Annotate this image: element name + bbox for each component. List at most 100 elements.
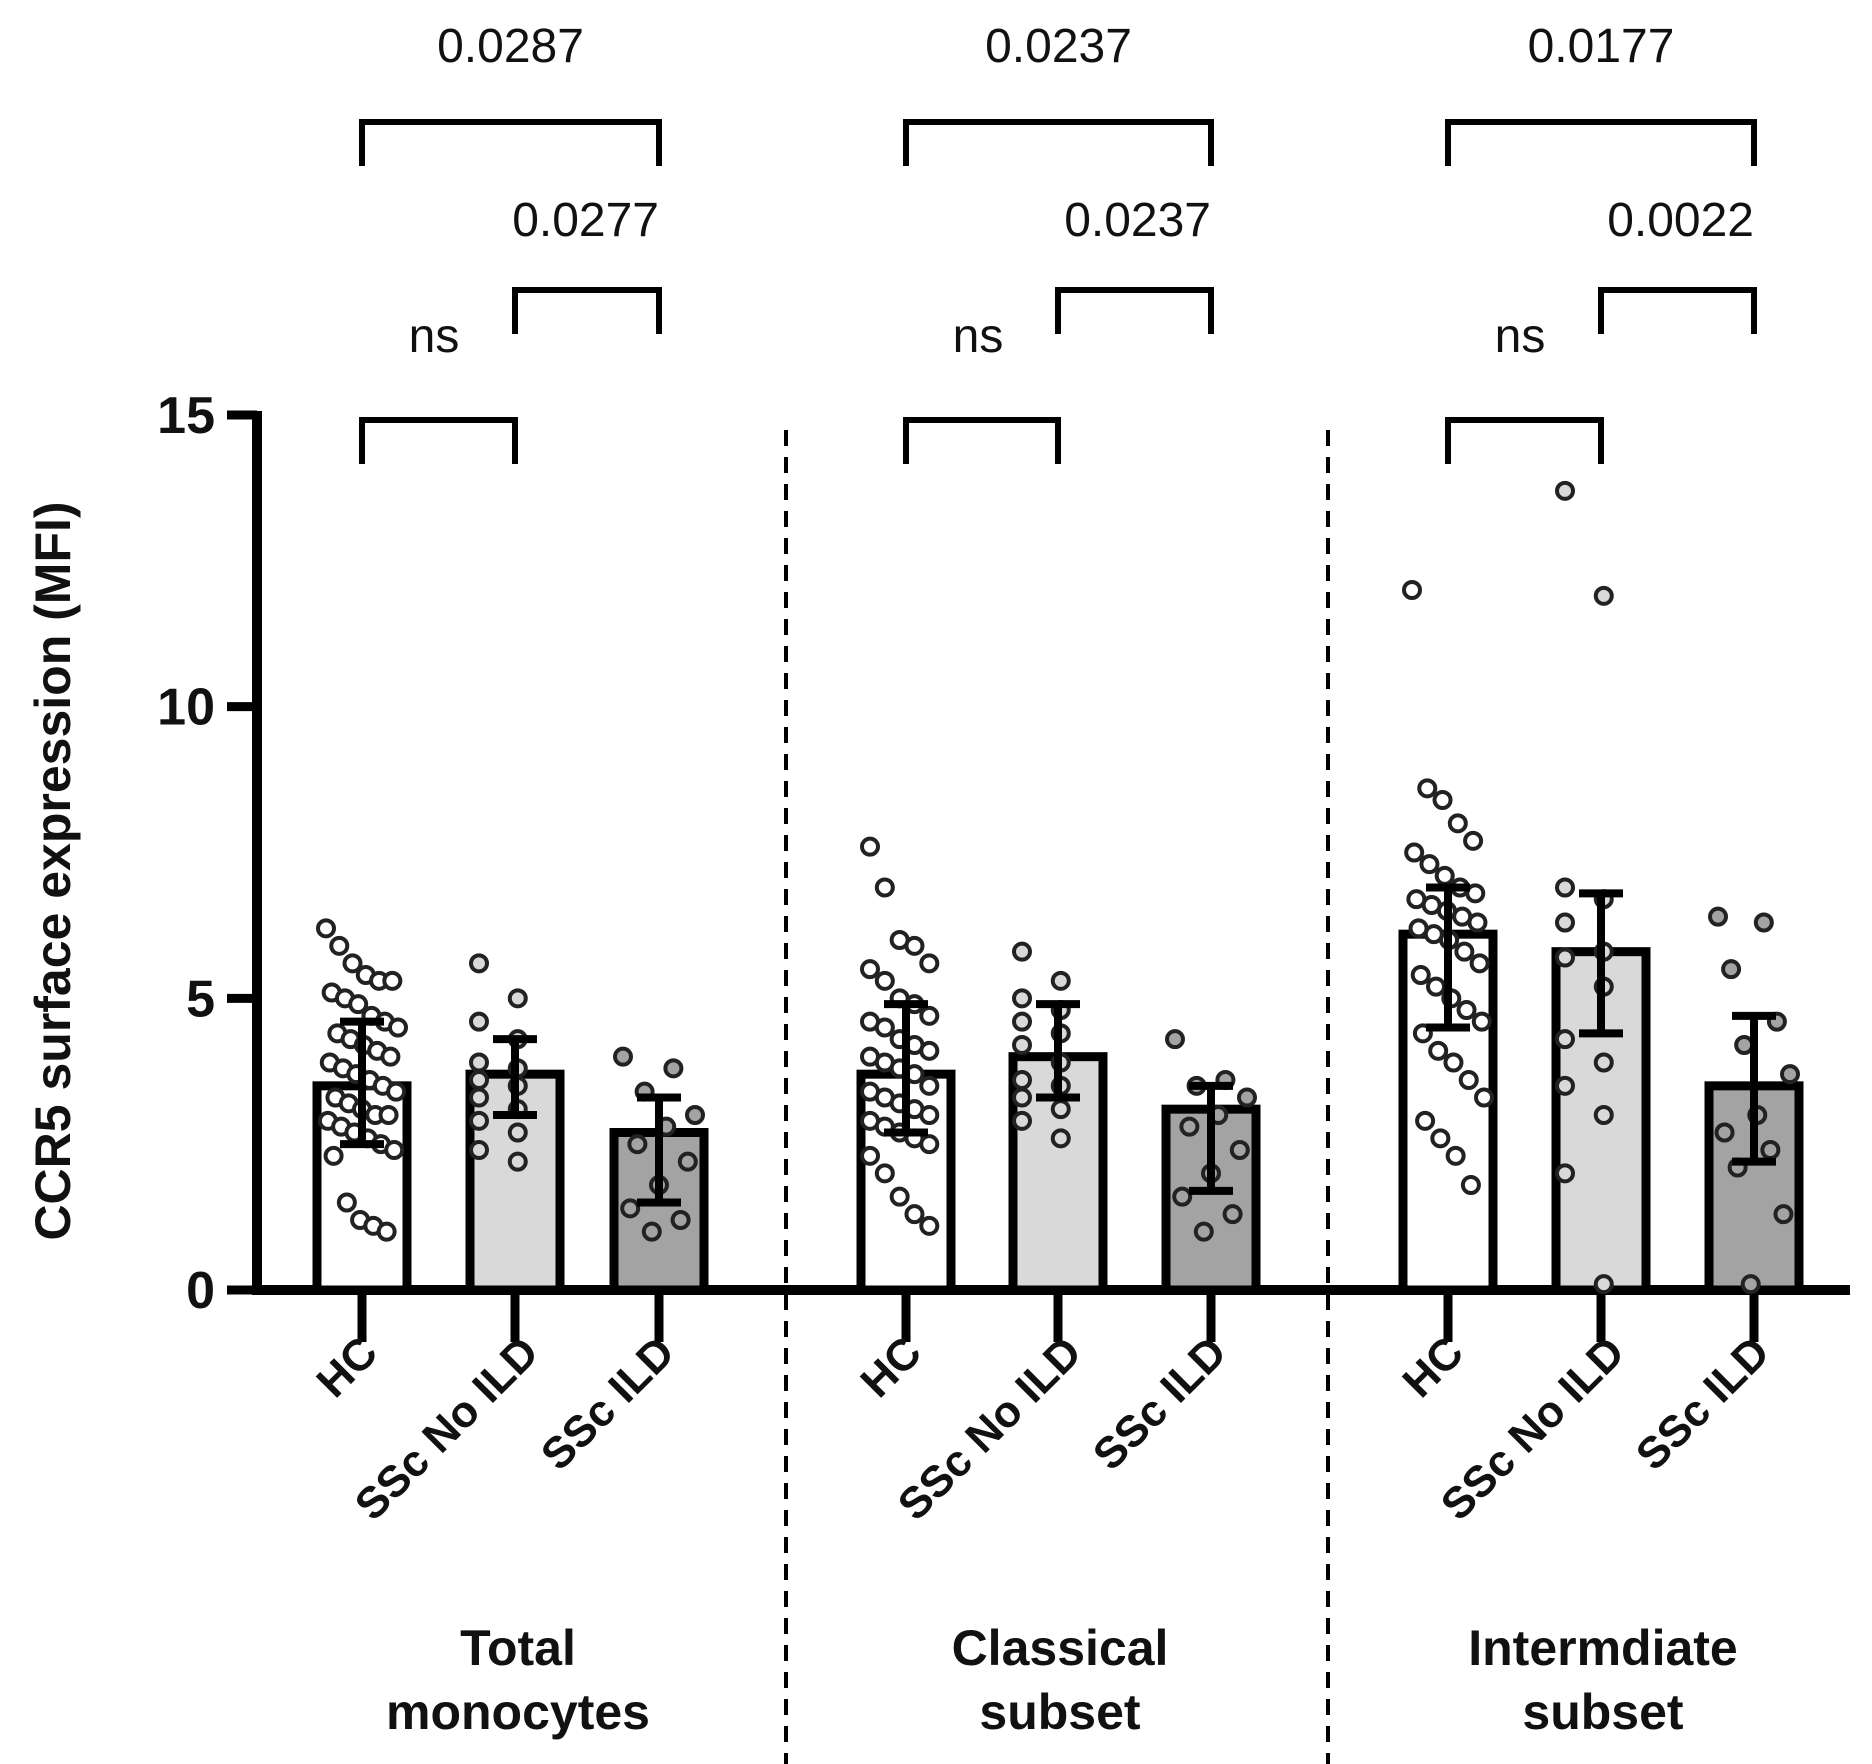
y-tick-label: 15 xyxy=(157,387,215,445)
data-point xyxy=(1714,1122,1735,1143)
significance-label: 0.0287 xyxy=(437,20,584,73)
significance-bracket xyxy=(1598,287,1757,334)
data-point xyxy=(919,1105,940,1125)
significance-label: 0.0022 xyxy=(1607,194,1754,247)
data-point xyxy=(620,1198,641,1219)
data-point xyxy=(507,1151,528,1172)
y-tick-label: 10 xyxy=(157,679,215,737)
data-point xyxy=(336,1192,357,1213)
data-point xyxy=(1465,883,1486,904)
data-point xyxy=(1415,1110,1436,1131)
data-point xyxy=(386,1081,407,1102)
data-point xyxy=(1410,965,1431,985)
data-point xyxy=(1419,854,1440,875)
group-label: monocytes xyxy=(386,1684,650,1740)
data-point xyxy=(1458,1070,1479,1090)
data-point xyxy=(1222,1204,1243,1225)
data-point xyxy=(641,1221,662,1242)
significance-label: 0.0177 xyxy=(1528,20,1675,73)
bar xyxy=(1161,1104,1261,1295)
data-point xyxy=(860,959,880,980)
data-point xyxy=(919,1134,940,1155)
data-point xyxy=(1050,1128,1071,1149)
data-point xyxy=(874,1017,895,1038)
significance-label: ns xyxy=(1495,310,1546,363)
data-point xyxy=(376,1221,397,1242)
data-point xyxy=(874,877,895,898)
significance-bracket xyxy=(512,287,662,334)
data-point xyxy=(1474,1087,1494,1108)
data-point xyxy=(1193,1221,1214,1242)
data-point xyxy=(469,1087,489,1108)
significance-label: 0.0277 xyxy=(512,194,659,247)
data-point xyxy=(1555,1029,1575,1050)
data-point xyxy=(1165,1029,1185,1050)
data-point xyxy=(904,1204,925,1225)
data-point xyxy=(1555,947,1575,968)
data-point xyxy=(1760,1140,1781,1160)
data-point xyxy=(1237,1087,1257,1108)
significance-label: ns xyxy=(953,310,1004,363)
data-point xyxy=(380,1046,401,1067)
data-point xyxy=(1460,1175,1481,1195)
data-point xyxy=(1428,1040,1449,1061)
data-point xyxy=(1780,1064,1800,1085)
data-point xyxy=(677,1151,698,1172)
data-point xyxy=(469,1070,489,1090)
data-point xyxy=(1593,1052,1614,1073)
data-point xyxy=(1012,1035,1032,1055)
data-point xyxy=(685,1105,705,1125)
significance-bracket xyxy=(1055,287,1214,334)
data-point xyxy=(342,953,363,974)
data-point xyxy=(1050,1099,1071,1120)
significance-bracket xyxy=(359,119,662,166)
data-point xyxy=(348,994,369,1015)
significance-bracket xyxy=(903,119,1214,166)
data-point xyxy=(1469,953,1490,974)
data-point xyxy=(1467,912,1488,933)
data-point xyxy=(889,1186,910,1207)
data-point xyxy=(378,1105,399,1125)
data-point xyxy=(382,970,403,991)
data-point xyxy=(1463,830,1484,851)
data-point xyxy=(1417,778,1438,799)
data-point xyxy=(507,988,528,1009)
data-point xyxy=(1012,1011,1032,1032)
data-point xyxy=(469,1011,489,1032)
significance-bracket xyxy=(1445,119,1757,166)
data-point xyxy=(919,1005,940,1026)
data-point xyxy=(384,1140,405,1160)
data-point xyxy=(670,1210,691,1230)
significance-bracket xyxy=(1445,417,1604,464)
data-point xyxy=(1445,1145,1466,1166)
group-label: subset xyxy=(1522,1684,1684,1740)
significance-label: 0.0237 xyxy=(1064,194,1211,247)
group-label: Intermdiate xyxy=(1468,1620,1738,1676)
data-point xyxy=(1555,912,1575,933)
data-point xyxy=(860,836,880,857)
data-point xyxy=(1430,1128,1451,1149)
data-point xyxy=(919,1040,940,1061)
data-point xyxy=(919,1215,940,1236)
data-point xyxy=(329,935,350,956)
data-point xyxy=(874,970,895,991)
data-point xyxy=(1172,1186,1193,1207)
significance-bracket xyxy=(359,417,518,464)
data-point xyxy=(627,1134,648,1155)
data-point xyxy=(1555,1163,1575,1184)
data-point xyxy=(1740,1274,1761,1295)
data-point xyxy=(1593,585,1614,606)
data-point xyxy=(469,1110,489,1131)
data-point xyxy=(388,1017,408,1038)
significance-bracket xyxy=(903,417,1061,464)
data-point xyxy=(1593,1274,1614,1295)
data-point xyxy=(1471,1011,1492,1032)
y-tick-label: 0 xyxy=(186,1262,215,1320)
data-point xyxy=(919,1075,940,1096)
group-label: Classical xyxy=(952,1620,1169,1676)
data-point xyxy=(860,1145,880,1166)
group-label: Total xyxy=(460,1620,576,1676)
data-point xyxy=(323,1145,344,1166)
data-point xyxy=(1443,1052,1464,1073)
